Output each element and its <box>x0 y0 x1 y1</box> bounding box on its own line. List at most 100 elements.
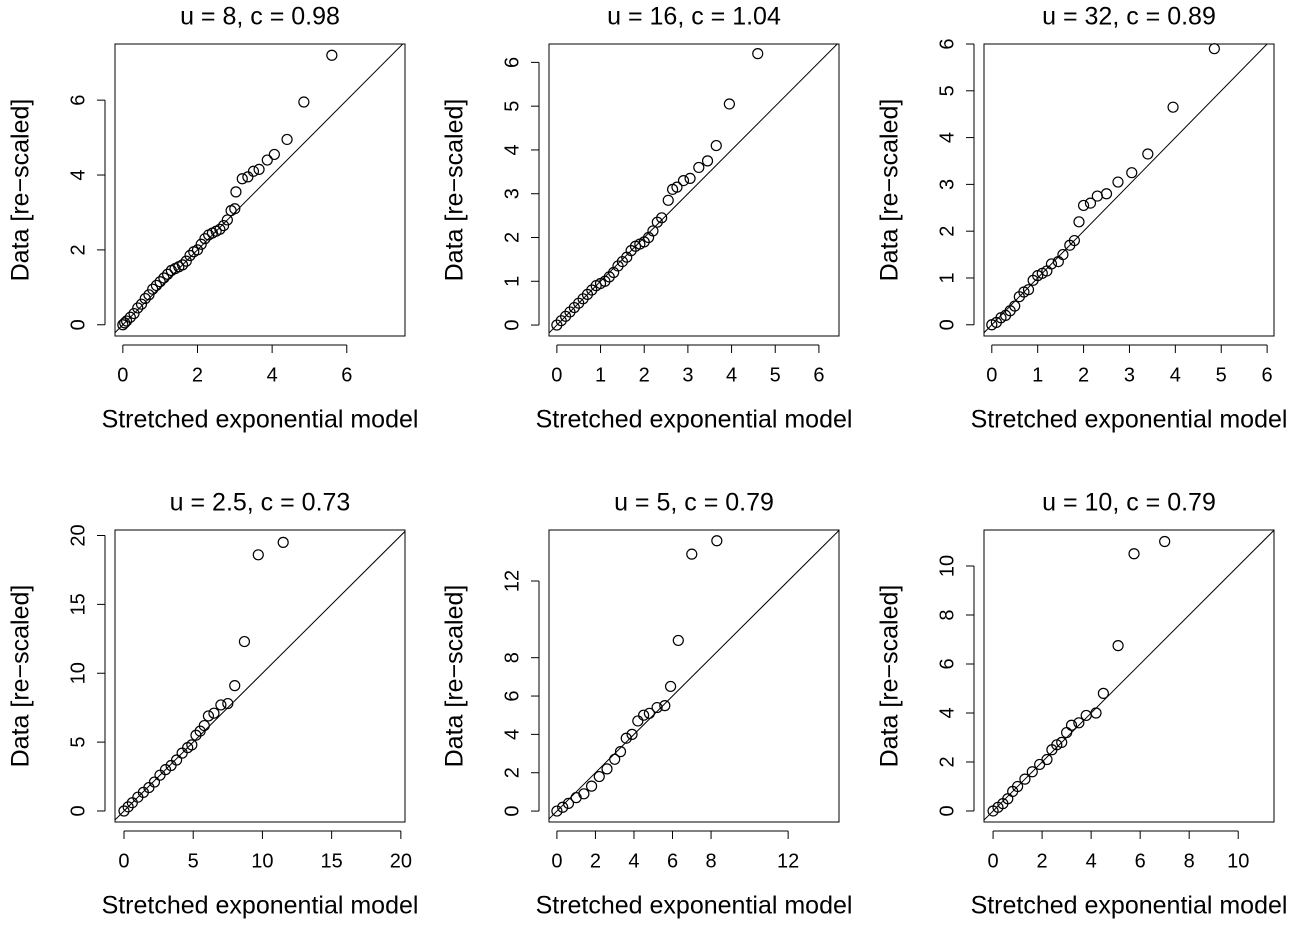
y-tick-label: 10 <box>936 555 958 577</box>
point <box>1061 726 1073 739</box>
point <box>229 203 241 215</box>
plot-frame <box>548 529 840 823</box>
plot-frame <box>983 43 1275 337</box>
x-tick-label: 10 <box>251 850 273 872</box>
point <box>218 219 230 232</box>
y-axis-label: Data [re−scaled] <box>876 99 904 282</box>
y-tick-label: 5 <box>67 737 89 748</box>
y-tick-label: 8 <box>936 609 958 620</box>
y-tick-label: 2 <box>936 226 958 237</box>
x-axis-label: Stretched exponential model <box>536 892 853 920</box>
x-tick-label: 4 <box>726 364 737 386</box>
point <box>710 139 722 152</box>
x-tick-label: 5 <box>770 364 781 386</box>
y-axis-label: Data [re−scaled] <box>7 99 35 282</box>
point <box>659 700 671 712</box>
point <box>1112 176 1124 188</box>
x-tick-label: 2 <box>1037 850 1048 872</box>
point <box>1022 284 1035 296</box>
x-tick-label: 0 <box>117 364 128 386</box>
plot-frame <box>114 529 406 823</box>
plot-frame <box>983 529 1275 823</box>
point <box>162 268 174 280</box>
point <box>1073 717 1085 729</box>
point <box>620 732 632 744</box>
y-tick-label: 2 <box>936 756 958 767</box>
y-tick-label: 4 <box>936 707 958 718</box>
point <box>128 307 140 320</box>
y-tick-label: 5 <box>936 85 958 96</box>
reference-line <box>549 44 838 334</box>
x-tick-label: 1 <box>1032 364 1043 386</box>
x-axis-label: Stretched exponential model <box>536 406 853 434</box>
x-tick-label: 0 <box>986 364 997 386</box>
point <box>1057 248 1069 261</box>
chart-title: u = 16, c = 1.04 <box>607 3 781 31</box>
point <box>562 797 575 810</box>
y-tick-label: 0 <box>501 319 523 330</box>
point <box>120 315 133 327</box>
point <box>230 186 242 198</box>
reference-line <box>984 44 1268 334</box>
y-tick-label: 2 <box>501 767 523 778</box>
point <box>124 311 136 323</box>
y-tick-label: 20 <box>67 524 89 546</box>
x-tick-label: 4 <box>628 850 639 872</box>
x-tick-label: 0 <box>118 850 129 872</box>
chart-title: u = 32, c = 0.89 <box>1042 3 1216 31</box>
x-tick-label: 0 <box>551 364 562 386</box>
x-tick-label: 5 <box>188 850 199 872</box>
point <box>132 302 144 314</box>
point <box>268 148 280 161</box>
point <box>651 701 663 714</box>
panel: u = 16, c = 1.04 Stretched exponential mo… <box>441 3 853 434</box>
point <box>1011 780 1024 793</box>
x-tick-label: 0 <box>551 850 562 872</box>
point <box>147 283 159 295</box>
y-tick-label: 4 <box>936 132 958 143</box>
point <box>693 161 705 174</box>
x-tick-label: 8 <box>705 850 716 872</box>
y-tick-label: 12 <box>501 570 523 592</box>
point <box>672 634 684 647</box>
reference-line <box>115 44 404 334</box>
point <box>638 709 650 721</box>
point <box>551 805 563 817</box>
y-tick-label: 6 <box>501 690 523 701</box>
point <box>150 279 163 292</box>
x-tick-label: 3 <box>682 364 693 386</box>
point <box>1068 234 1080 247</box>
point <box>202 710 215 722</box>
point <box>1167 101 1179 113</box>
point <box>601 763 613 775</box>
x-axis-label: Stretched exponential model <box>102 406 419 434</box>
x-tick-label: 6 <box>667 850 678 872</box>
point <box>238 635 251 648</box>
chart-title: u = 2.5, c = 0.73 <box>170 489 351 517</box>
panel: u = 32, c = 0.89 Stretched exponential mo… <box>876 3 1288 434</box>
reference-line <box>549 530 839 820</box>
y-tick-label: 1 <box>501 276 523 287</box>
point <box>662 194 674 206</box>
y-tick-label: 0 <box>501 806 523 817</box>
x-tick-label: 2 <box>1078 364 1089 386</box>
y-tick-label: 4 <box>501 729 523 740</box>
point <box>148 776 161 788</box>
y-axis-label: Data [re−scaled] <box>7 585 35 768</box>
y-tick-label: 10 <box>67 662 89 684</box>
y-tick-label: 0 <box>67 805 89 816</box>
x-tick-label: 10 <box>1227 850 1249 872</box>
point <box>143 289 155 301</box>
point <box>671 181 683 193</box>
point <box>222 697 234 710</box>
point <box>191 244 204 256</box>
y-tick-label: 6 <box>936 38 958 49</box>
point <box>1090 707 1102 719</box>
point <box>643 707 655 719</box>
chart-title: u = 8, c = 0.98 <box>180 3 340 31</box>
point <box>122 801 134 813</box>
point <box>281 133 293 146</box>
y-tick-label: 15 <box>67 593 89 615</box>
plot-frame <box>114 43 406 337</box>
